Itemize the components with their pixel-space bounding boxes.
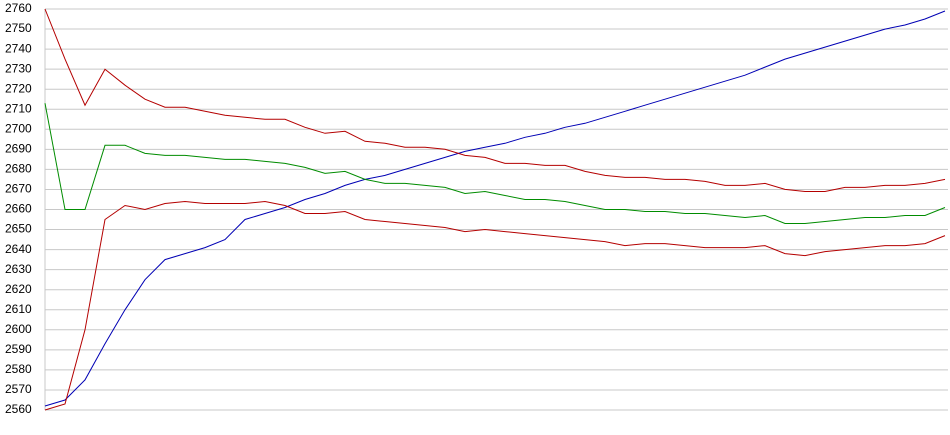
series-line (44, 8, 946, 192)
y-tick-label: 2750 (5, 21, 32, 35)
y-tick-label: 2730 (5, 61, 32, 75)
y-tick-label: 2600 (5, 322, 32, 336)
y-tick-label: 2740 (5, 41, 32, 55)
y-tick-label: 2700 (5, 121, 32, 135)
series-line (44, 10, 946, 407)
y-tick-label: 2670 (5, 182, 32, 196)
y-tick-label: 2620 (5, 282, 32, 296)
series-line (44, 200, 946, 411)
y-tick-label: 2760 (5, 1, 32, 15)
y-tick-label: 2650 (5, 222, 32, 236)
y-tick-label: 2690 (5, 142, 32, 156)
y-tick-label: 2640 (5, 242, 32, 256)
y-tick-label: 2580 (5, 362, 32, 376)
y-tick-label: 2720 (5, 81, 32, 95)
y-tick-label: 2660 (5, 202, 32, 216)
y-tick-label: 2680 (5, 162, 32, 176)
y-tick-label: 2630 (5, 262, 32, 276)
y-tick-label: 2710 (5, 101, 32, 115)
series-line (44, 103, 946, 224)
y-tick-label: 2590 (5, 342, 32, 356)
y-tick-label: 2570 (5, 382, 32, 396)
y-tick-label: 2610 (5, 302, 32, 316)
y-tick-label: 2560 (5, 402, 32, 416)
